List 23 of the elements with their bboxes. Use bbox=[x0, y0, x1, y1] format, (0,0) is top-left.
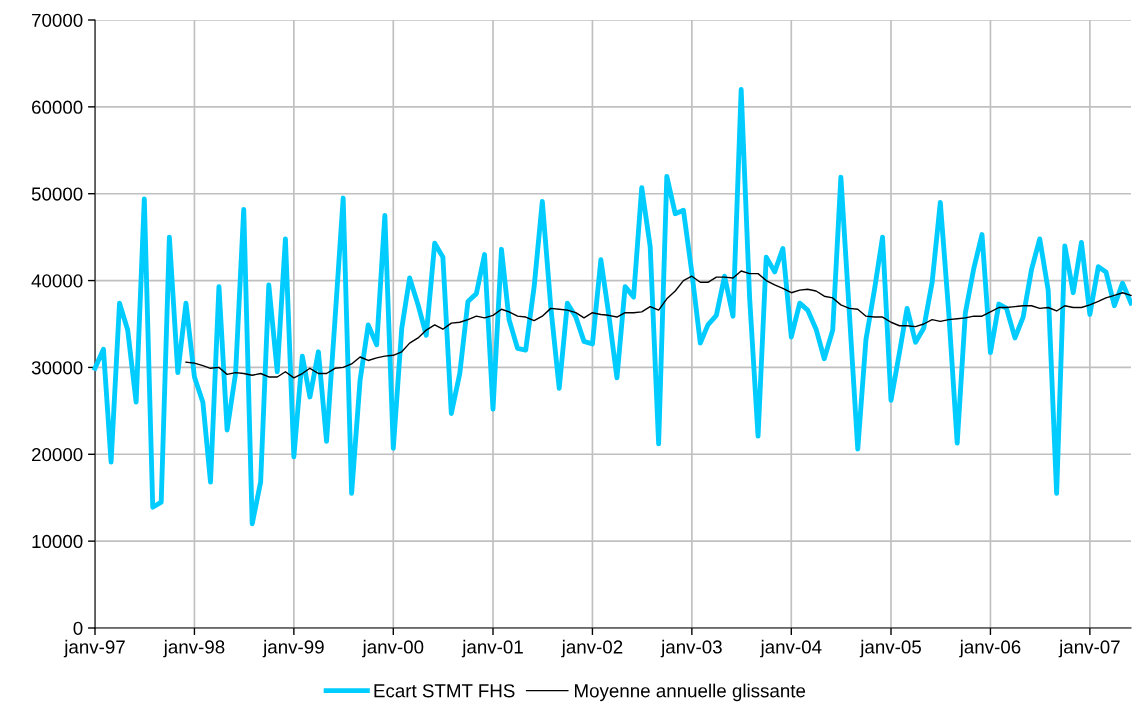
line-series bbox=[92, 87, 1132, 527]
x-tick-label: janv-03 bbox=[660, 639, 722, 658]
y-tick-label: 40000 bbox=[31, 274, 83, 288]
x-tick-label: janv-00 bbox=[362, 639, 424, 658]
y-tick-label: 30000 bbox=[31, 361, 83, 375]
y-tick-label: 0 bbox=[73, 621, 83, 635]
x-tick-label: janv-06 bbox=[959, 639, 1021, 658]
legend-label: Moyenne annuelle glissante bbox=[575, 683, 806, 702]
x-tick-label: janv-07 bbox=[1058, 639, 1120, 658]
x-tick-label: janv-04 bbox=[760, 639, 822, 658]
x-tick-label: janv-97 bbox=[63, 639, 125, 658]
x-tick-label: janv-05 bbox=[859, 639, 921, 658]
y-tick-label: 60000 bbox=[32, 100, 83, 114]
x-tick-label: janv-02 bbox=[561, 639, 623, 658]
x-tick-label: janv-99 bbox=[262, 639, 324, 658]
x-tick-label: janv-98 bbox=[163, 639, 225, 658]
y-tick-label: 20000 bbox=[32, 447, 83, 462]
legend-label: Ecart STMT FHS bbox=[374, 684, 515, 698]
y-tick-label: 10000 bbox=[32, 534, 83, 549]
y-tick-label: 70000 bbox=[32, 13, 83, 27]
x-tick-label: janv-01 bbox=[461, 639, 523, 658]
line-series bbox=[185, 270, 1132, 379]
y-tick-label: 50000 bbox=[31, 187, 83, 201]
